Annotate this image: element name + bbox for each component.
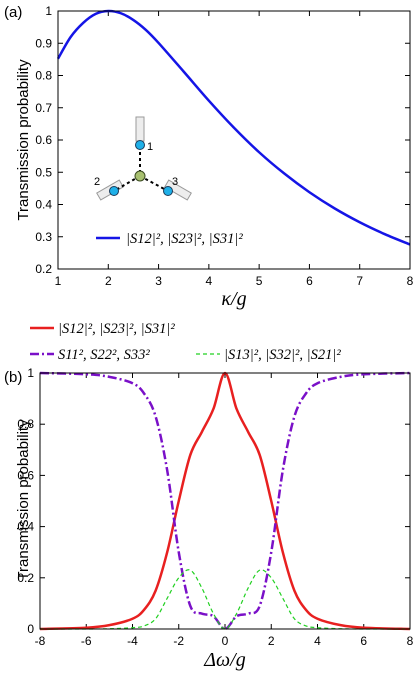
waveguide-1: [135, 116, 145, 142]
node-1-label: 1: [147, 141, 153, 153]
panel-a-legend: |S12|², |S23|², |S31|²: [96, 231, 243, 247]
y-tick-label: 0.4: [35, 198, 52, 212]
central-node: [134, 170, 146, 182]
x-tick-label: 4: [314, 634, 321, 648]
x-tick-label: 7: [356, 274, 363, 288]
y-tick-label: 0.2: [35, 262, 52, 276]
panel-a-xticks: 1 2 3 4 5 6 7 8: [55, 11, 414, 288]
panel-b-xlabel: Δω/g: [203, 649, 245, 671]
y-tick-label: 0.8: [35, 69, 52, 83]
y-tick-label: 0.5: [35, 165, 52, 179]
panel-a-plot-area: [56, 9, 411, 246]
y-tick-label: 0: [27, 622, 34, 636]
panel-b: (b) Transmission probability -8 -6 -4 -2 0 2 4…: [4, 366, 414, 671]
series-line-1-2: [39, 569, 411, 630]
x-tick-label: -8: [35, 634, 46, 648]
legend-label-s12-b: |S12|², |S23|², |S31|²: [58, 321, 175, 337]
panel-b-frame: [39, 372, 411, 630]
y-tick-label: 0.8: [17, 417, 34, 431]
node-2: [109, 186, 119, 196]
panel-b-yticks: 0 0.2 0.4 0.6 0.8 1: [17, 366, 410, 636]
x-tick-label: 2: [105, 274, 112, 288]
panel-b-xticks: -8 -6 -4 -2 0 2 4 6 8: [35, 373, 414, 648]
x-tick-label: 6: [306, 274, 313, 288]
panel-a-label: (a): [4, 4, 22, 21]
panel-a: (a) Transmission probability 1 2 3 4 5 6 7 8 0.…: [4, 4, 414, 310]
waveguide-3: [164, 179, 192, 201]
panel-b-ylabel: Transmission probability: [15, 419, 32, 581]
x-tick-label: -4: [127, 634, 138, 648]
y-tick-label: 0.9: [35, 36, 52, 50]
series-line-1-1: [39, 371, 411, 631]
node-1: [135, 140, 145, 150]
y-tick-label: 0.6: [35, 133, 52, 147]
panel-b-label: (b): [4, 369, 22, 386]
panel-a-xlabel: κ/g: [221, 288, 246, 310]
three-port-junction-icon: 1 2 3: [94, 116, 192, 201]
x-tick-label: -2: [173, 634, 184, 648]
series-line-0-0: [56, 9, 411, 246]
y-tick-label: 0.7: [35, 101, 52, 115]
y-tick-label: 0.2: [17, 571, 34, 585]
y-tick-label: 0.6: [17, 468, 34, 482]
y-tick-label: 0.4: [17, 520, 34, 534]
y-tick-label: 1: [27, 366, 34, 380]
y-tick-label: 1: [45, 4, 52, 18]
x-tick-label: 8: [407, 634, 414, 648]
panel-b-plot-area: [39, 371, 411, 631]
panel-a-frame: [57, 10, 411, 270]
x-tick-label: 1: [55, 274, 62, 288]
x-tick-label: -6: [81, 634, 92, 648]
panel-a-ylabel: Transmission probability: [15, 59, 32, 221]
x-tick-label: 8: [407, 274, 414, 288]
legend-label-s11: S11², S22², S33²: [58, 347, 150, 363]
panel-a-yticks: 0.2 0.3 0.4 0.5 0.6 0.7 0.8 0.9 1: [35, 4, 410, 276]
x-tick-label: 5: [256, 274, 263, 288]
panel-b-legend: |S12|², |S23|², |S31|² S11², S22², S33² …: [30, 321, 341, 363]
node-3: [163, 186, 173, 196]
legend-label-s13: |S13|², |S32|², |S21|²: [224, 347, 341, 363]
x-tick-label: 6: [360, 634, 367, 648]
y-tick-label: 0.3: [35, 230, 52, 244]
legend-label-s12: |S12|², |S23|², |S31|²: [126, 231, 243, 247]
x-tick-label: 0: [222, 634, 229, 648]
x-tick-label: 2: [268, 634, 275, 648]
node-3-label: 3: [172, 176, 178, 188]
x-tick-label: 4: [206, 274, 213, 288]
series-line-1-0: [39, 371, 411, 631]
node-2-label: 2: [94, 176, 100, 188]
x-tick-label: 3: [155, 274, 162, 288]
